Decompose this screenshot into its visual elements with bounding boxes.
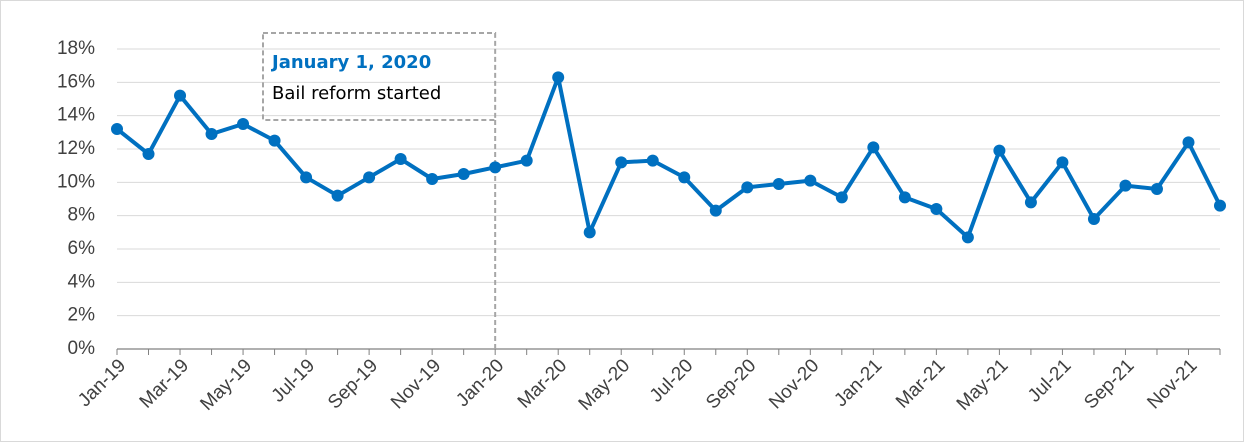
data-point bbox=[930, 203, 943, 215]
data-point bbox=[1119, 179, 1132, 192]
data-point bbox=[457, 168, 470, 180]
data-point bbox=[426, 173, 439, 185]
data-point bbox=[237, 118, 250, 130]
data-point bbox=[835, 191, 848, 204]
data-point bbox=[678, 171, 691, 184]
data-point bbox=[1087, 213, 1100, 225]
y-tick-label: 14% bbox=[57, 105, 95, 126]
y-tick-label: 18% bbox=[57, 38, 95, 59]
data-point bbox=[552, 71, 565, 84]
data-point bbox=[520, 154, 533, 167]
data-point bbox=[741, 181, 754, 194]
y-tick-label: 0% bbox=[68, 338, 96, 359]
data-point bbox=[331, 189, 344, 202]
y-tick-label: 12% bbox=[57, 138, 95, 159]
data-point bbox=[205, 128, 218, 140]
y-tick-label: 2% bbox=[68, 305, 96, 326]
series-line bbox=[115, 75, 1222, 240]
data-point bbox=[174, 89, 187, 102]
annotation: January 1, 2020 Bail reform started bbox=[262, 32, 497, 349]
data-point bbox=[993, 144, 1006, 157]
y-tick-label: 16% bbox=[57, 71, 95, 92]
data-point bbox=[1024, 196, 1037, 209]
data-point bbox=[300, 171, 313, 184]
data-point bbox=[646, 154, 659, 167]
data-point bbox=[111, 123, 123, 135]
data-point bbox=[142, 148, 155, 160]
data-point bbox=[268, 134, 281, 147]
data-point bbox=[583, 226, 596, 239]
data-point bbox=[867, 141, 880, 154]
data-point bbox=[772, 178, 785, 190]
y-tick-label: 8% bbox=[68, 205, 96, 226]
data-point bbox=[709, 204, 722, 217]
annotation-text: Bail reform started bbox=[272, 83, 441, 104]
annotation-title: January 1, 2020 bbox=[270, 52, 431, 73]
data-point bbox=[1182, 136, 1195, 149]
data-point bbox=[615, 156, 628, 169]
data-point bbox=[1214, 199, 1226, 212]
annotation-box bbox=[262, 32, 497, 121]
data-point bbox=[804, 174, 817, 187]
data-point bbox=[394, 153, 407, 165]
data-point bbox=[961, 231, 974, 244]
y-tick-label: 6% bbox=[68, 238, 96, 259]
y-tick-label: 4% bbox=[68, 271, 96, 292]
data-point bbox=[363, 171, 376, 184]
data-point bbox=[1150, 183, 1163, 195]
data-point bbox=[898, 191, 911, 204]
y-tick-label: 10% bbox=[57, 171, 95, 192]
data-point bbox=[489, 161, 502, 174]
data-point bbox=[1056, 156, 1069, 169]
